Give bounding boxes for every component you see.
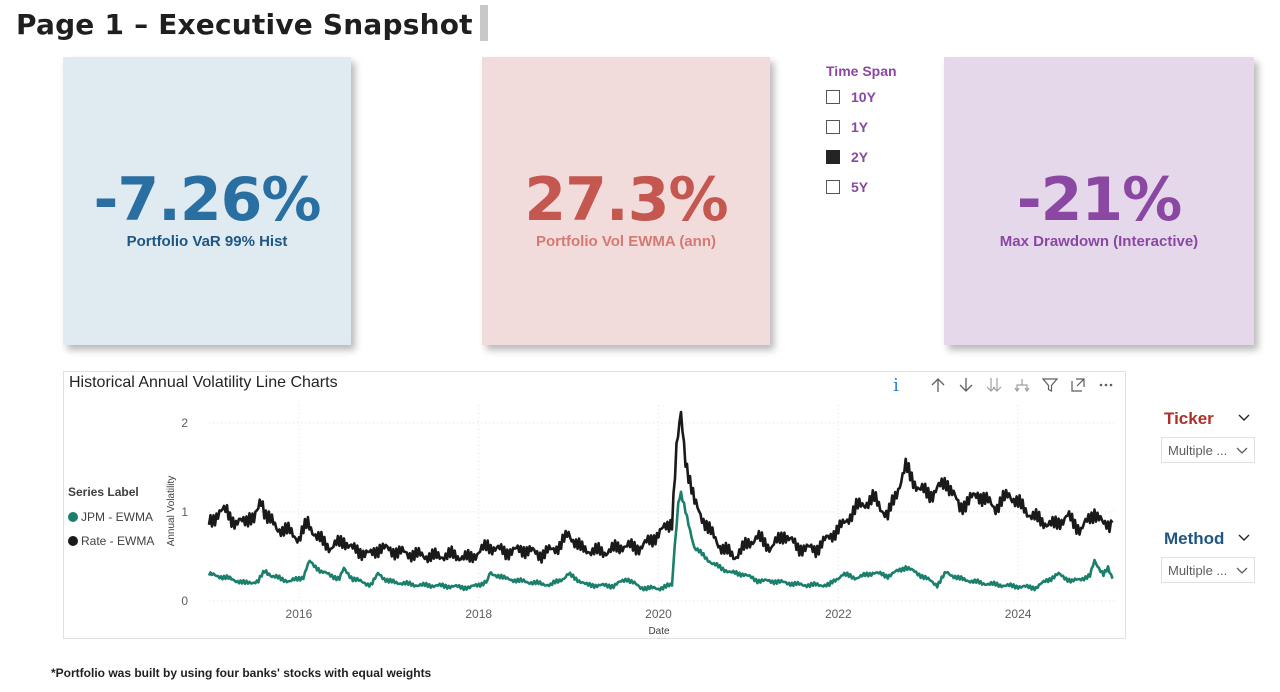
ticker-dropdown[interactable]: Multiple ... [1161,437,1255,463]
x-tick-label: 2018 [465,607,492,621]
method-collapse-chevron-icon[interactable] [1237,530,1251,544]
series-line-rate-ewma [207,410,1114,564]
chevron-down-icon [1236,447,1248,454]
footnote: *Portfolio was built by using four banks… [51,666,432,680]
checkbox-5y[interactable] [826,180,840,194]
drill-down-icon[interactable] [957,376,975,394]
page-title: Page 1 – Executive Snapshot [16,8,473,41]
kpi-label-vol: Portfolio Vol EWMA (ann) [536,233,716,250]
time-span-title: Time Span [826,63,897,79]
x-tick-label: 2024 [1005,607,1032,621]
x-tick-label: 2022 [825,607,852,621]
title-divider [480,5,488,41]
x-tick-label: 2016 [286,607,313,621]
volatility-line-chart[interactable]: 0 1 2 2016 2018 2020 2022 2024 Date Annual Volati… [63,371,1126,639]
chart-canvas: 0 1 2 2016 2018 2020 2022 2024 Date Annual Volati… [166,405,1117,637]
method-dropdown-value: Multiple ... [1168,562,1228,578]
checkbox-1y[interactable] [826,120,840,134]
checkbox-10y[interactable] [826,90,840,104]
legend-title: Series Label [68,485,139,499]
legend-dot-jpm [68,512,78,522]
legend-dot-rate [68,536,78,546]
more-options-icon[interactable] [1097,376,1115,394]
visual-header: i [877,374,1115,396]
expand-next-level-icon[interactable] [985,376,1003,394]
kpi-value-var: -7.26% [93,165,321,235]
time-span-option-5y[interactable]: 5Y [826,178,868,196]
ticker-collapse-chevron-icon[interactable] [1237,410,1251,424]
legend-label-rate: Rate - EWMA [81,534,155,548]
kpi-card-var[interactable]: -7.26% Portfolio VaR 99% Hist [63,57,351,345]
y-tick-label: 1 [181,505,188,519]
time-span-label-2y: 2Y [851,149,869,165]
legend-item-rate[interactable]: Rate - EWMA [68,529,154,553]
method-slicer-title: Method [1164,529,1225,548]
focus-mode-icon[interactable] [1069,376,1087,394]
ticker-slicer-title: Ticker [1164,409,1214,428]
legend-item-jpm[interactable]: JPM - EWMA [68,505,154,529]
kpi-label-drawdown: Max Drawdown (Interactive) [999,233,1199,250]
chevron-down-icon [1236,567,1248,574]
info-icon[interactable]: i [893,374,899,396]
kpi-card-vol[interactable]: 27.3% Portfolio Vol EWMA (ann) [482,57,770,345]
kpi-label-var: Portfolio VaR 99% Hist [126,233,288,250]
time-span-label-5y: 5Y [851,179,869,195]
x-tick-label: 2020 [645,607,672,621]
kpi-value-drawdown: -21% [1016,165,1183,235]
method-dropdown[interactable]: Multiple ... [1161,557,1255,583]
legend-label-jpm: JPM - EWMA [81,510,153,524]
time-span-option-1y[interactable]: 1Y [826,118,868,136]
time-span-option-2y[interactable]: 2Y [826,148,868,166]
chart-title: Historical Annual Volatility Line Charts [69,374,338,391]
chart-legend: Series Label JPM - EWMA Rate - EWMA [68,485,154,553]
y-tick-label: 2 [181,416,188,430]
time-span-label-1y: 1Y [851,119,869,135]
ticker-dropdown-value: Multiple ... [1168,442,1228,458]
time-span-label-10y: 10Y [851,89,876,105]
series-line-jpm-ewma [207,490,1114,592]
y-axis-title: Annual Volatility [166,476,177,547]
x-axis-title: Date [648,626,670,637]
kpi-card-drawdown[interactable]: -21% Max Drawdown (Interactive) [944,57,1254,345]
filter-icon[interactable] [1041,376,1059,394]
checkbox-2y[interactable] [826,150,840,164]
time-span-option-10y[interactable]: 10Y [826,88,876,106]
expand-hierarchy-icon[interactable] [1013,376,1031,394]
drill-up-icon[interactable] [929,376,947,394]
y-tick-label: 0 [181,594,188,608]
kpi-value-vol: 27.3% [524,165,728,235]
